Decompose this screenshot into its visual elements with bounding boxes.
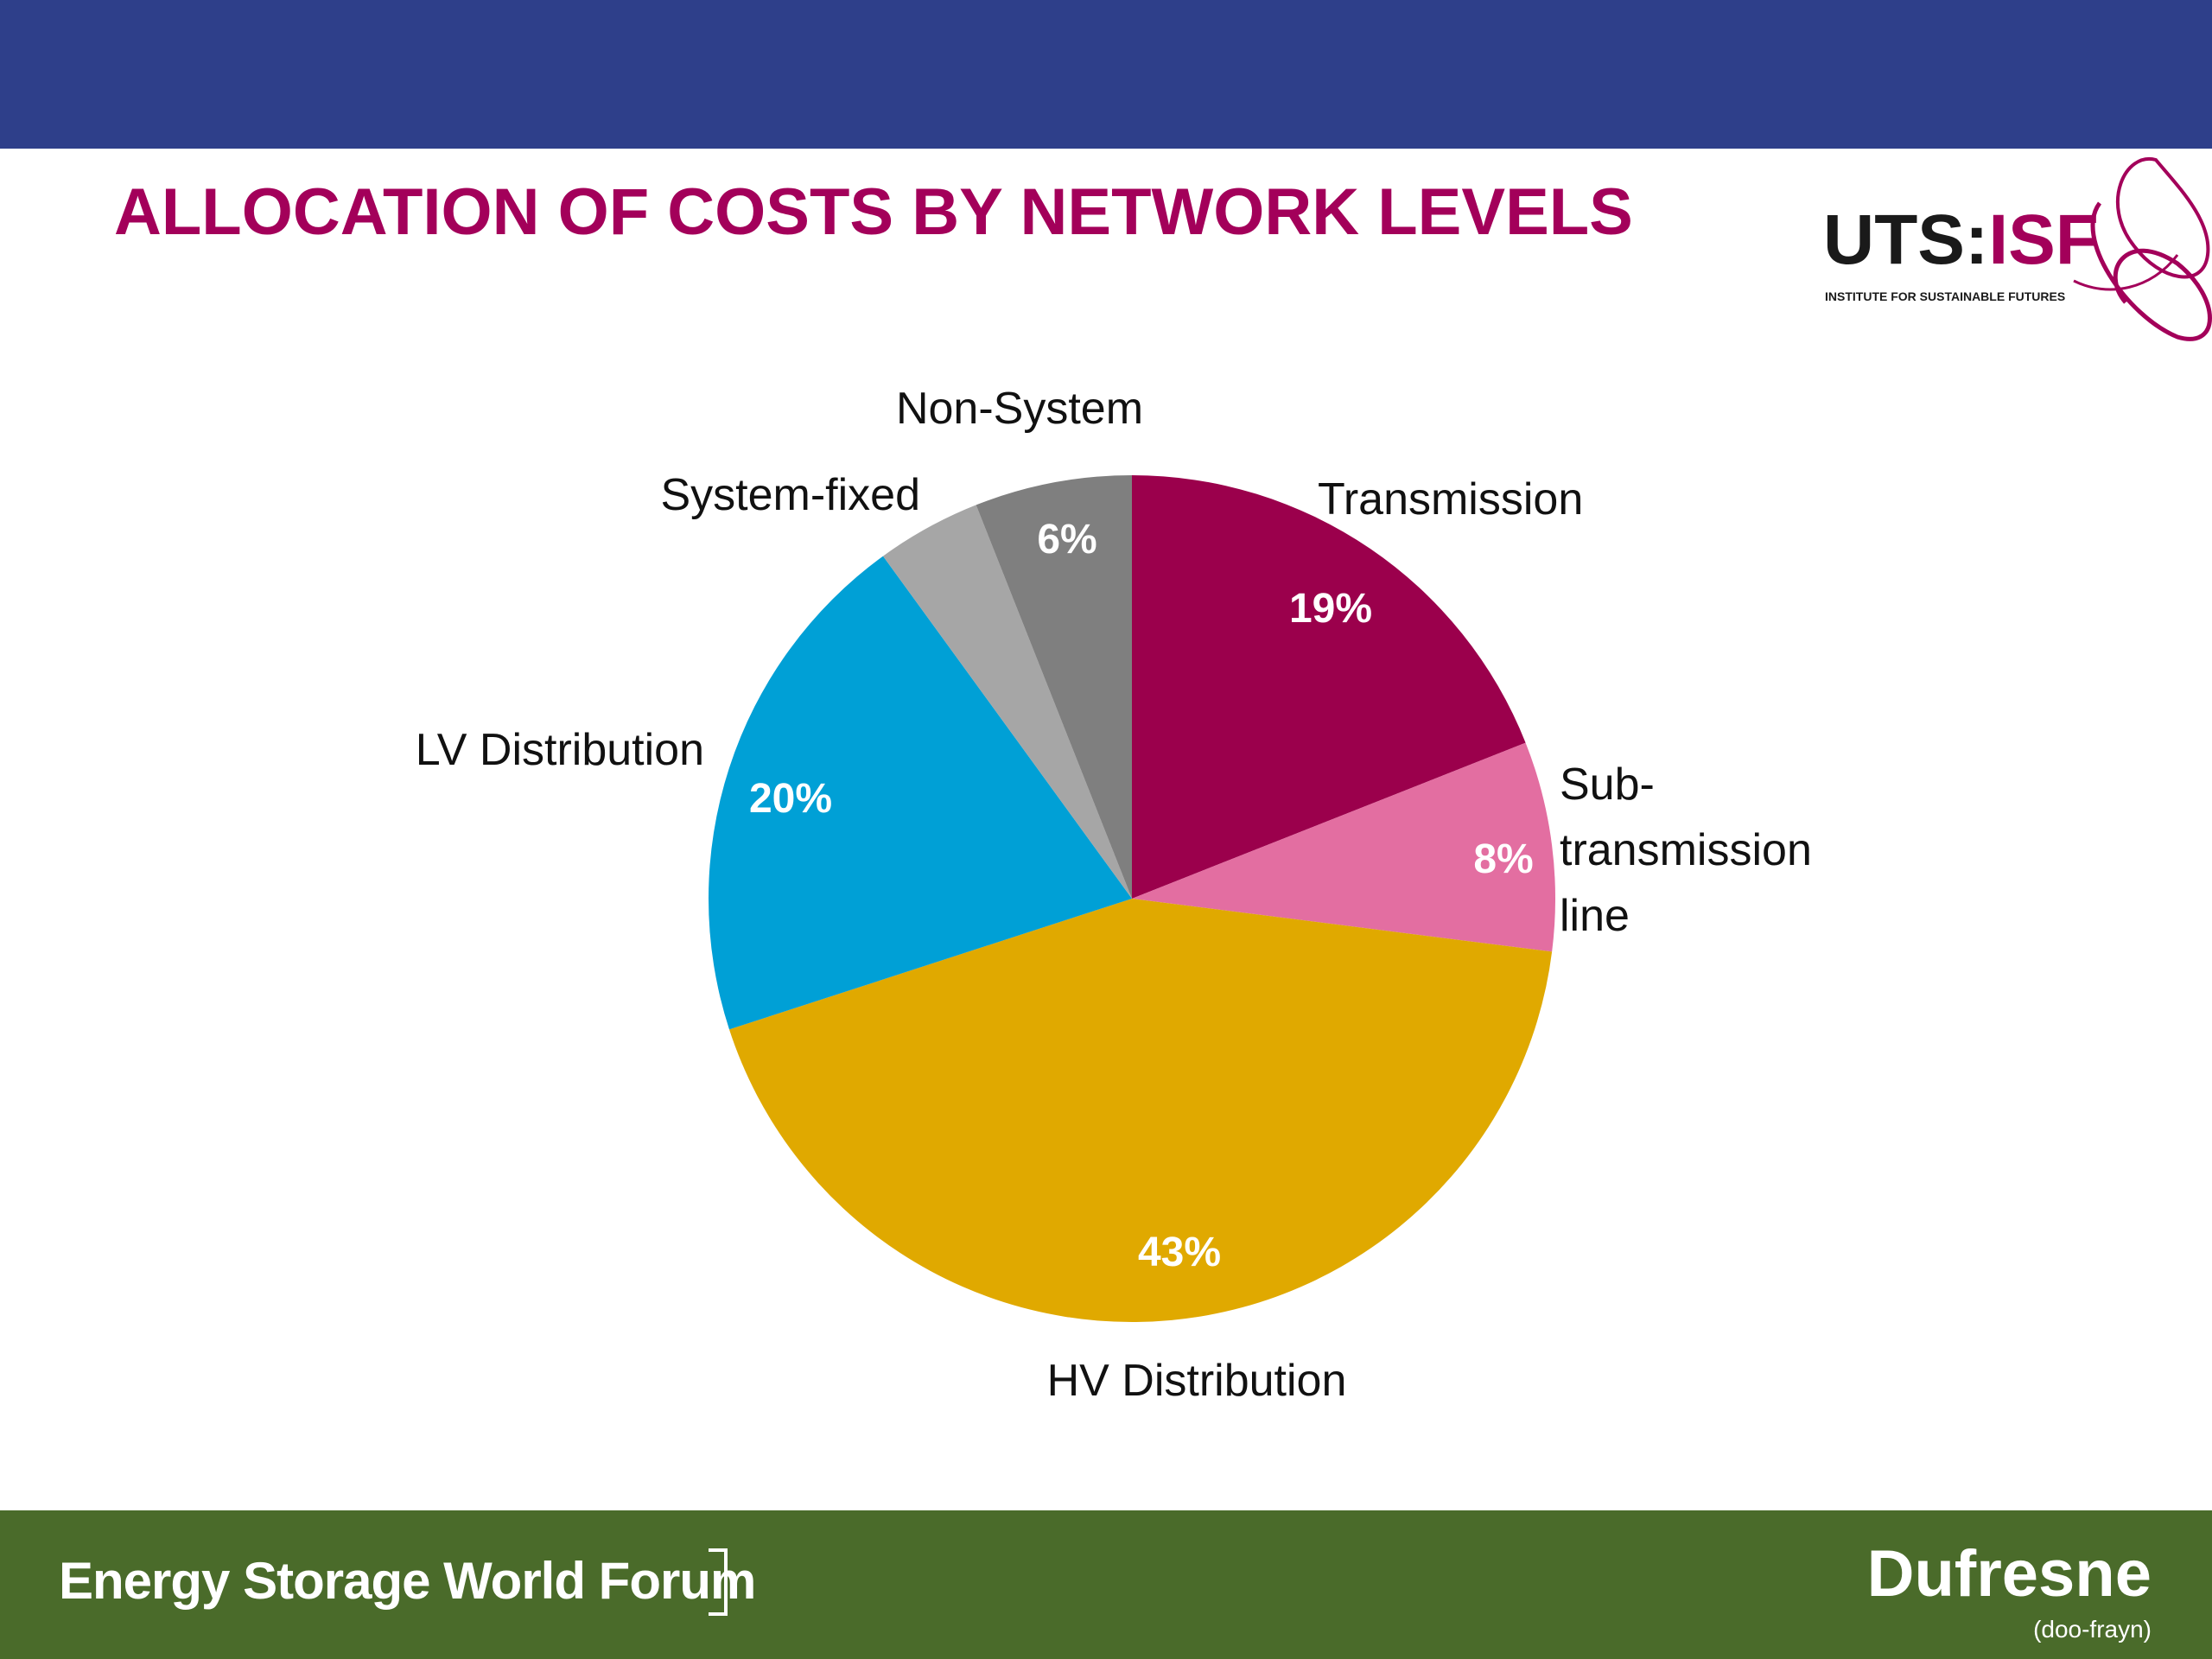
footer-event-name: Energy Storage World Forum <box>59 1552 756 1610</box>
pie-category-label: HV Distribution <box>1047 1356 1347 1406</box>
pie-category-labels: Transmission Sub-transmission line HV Distr… <box>416 384 1812 1406</box>
pie-value-label: 6% <box>1037 517 1096 563</box>
pie-slice-lv-distribution <box>708 556 1132 1030</box>
dufresne-logo: Dufresne (doo-frayn) <box>1840 1536 2169 1643</box>
pie-slice-system-fixed <box>882 505 1132 899</box>
pie-slice-sub-transmission-line <box>1132 742 1556 952</box>
pie-category-label: Transmission <box>1318 474 1583 524</box>
logo-swirl-icon <box>2073 156 2212 341</box>
pie-slices <box>708 475 1556 1322</box>
uts-isf-logo: UTS:ISF INSTITUTE FOR SUSTAINABLE FUTURE… <box>1815 151 2212 346</box>
dufresne-brand: Dufresne <box>1866 1537 2152 1611</box>
dufresne-pronunciation: (doo-frayn) <box>2033 1616 2152 1643</box>
pie-slice-hv-distribution <box>728 899 1553 1322</box>
logo-subtitle: INSTITUTE FOR SUSTAINABLE FUTURES <box>1825 289 2066 303</box>
pie-value-label: 20% <box>749 776 832 822</box>
pie-slice-transmission <box>1132 475 1526 899</box>
footer-bar <box>0 1510 2212 1659</box>
slide-title: ALLOCATION OF COSTS BY NETWORK LEVELS <box>114 175 1633 249</box>
pie-value-label: 8% <box>1473 836 1533 882</box>
pie-category-label: LV Distribution <box>416 725 704 775</box>
pie-value-label: 19% <box>1289 586 1372 632</box>
pie-category-label: System-fixed <box>660 470 920 520</box>
pie-category-label: Sub-transmission line <box>1560 760 1812 941</box>
pie-value-labels: 19% 8% 43% 20% 6% <box>749 517 1534 1275</box>
logo-wordmark: UTS:ISF <box>1823 200 2099 279</box>
header-bar <box>0 0 2212 149</box>
pie-value-label: 43% <box>1138 1230 1221 1275</box>
pie-slice-non-system <box>976 475 1132 899</box>
footer-bracket-icon <box>709 1548 728 1616</box>
pie-category-label: Non-System <box>896 384 1143 434</box>
